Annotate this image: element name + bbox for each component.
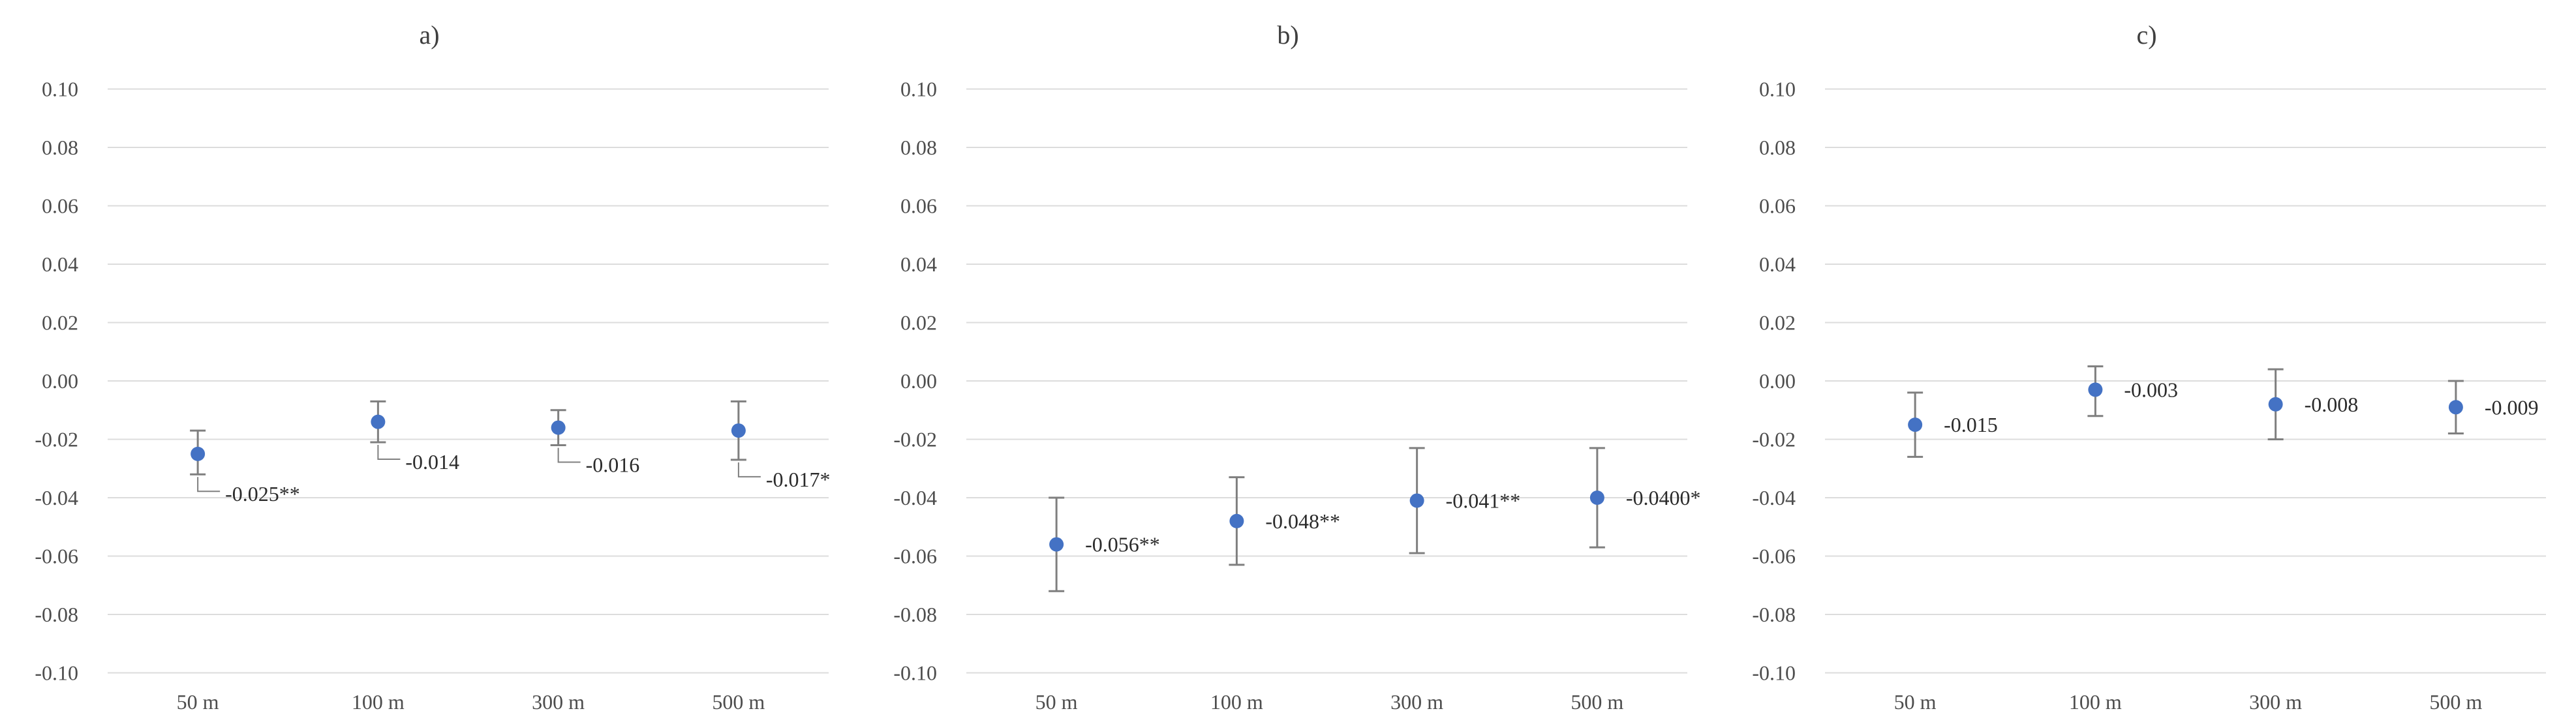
x-category-label: 500 m (712, 690, 765, 714)
y-tick-label: 0.06 (900, 194, 937, 218)
y-tick-label: 0.04 (42, 252, 78, 276)
y-tick-label: 0.08 (900, 136, 937, 159)
x-category-label: 50 m (1894, 690, 1937, 714)
x-category-label: 100 m (2069, 690, 2122, 714)
x-category-label: 100 m (352, 690, 405, 714)
x-category-label: 50 m (1035, 690, 1078, 714)
y-tick-label: -0.08 (35, 603, 78, 626)
y-tick-label: 0.06 (1759, 194, 1796, 218)
label-leader-line (557, 447, 581, 463)
y-tick-label: 0.00 (900, 369, 937, 393)
panel-b-title: b) (1277, 20, 1299, 50)
data-point-label: -0.014 (405, 450, 459, 474)
y-tick-label: 0.00 (1759, 369, 1796, 393)
data-point-label: -0.041** (1446, 489, 1521, 512)
label-leader-line (737, 462, 761, 477)
x-category-label: 100 m (1210, 690, 1263, 714)
data-point-marker (2448, 400, 2463, 415)
y-tick-label: 0.10 (900, 78, 937, 101)
data-point-marker (1229, 513, 1244, 528)
data-point-marker (731, 423, 746, 438)
label-leader-line (197, 477, 221, 492)
data-point-marker (2088, 382, 2103, 397)
data-point-marker (1589, 491, 1604, 505)
y-tick-label: 0.10 (42, 78, 78, 101)
y-tick-label: -0.02 (1752, 428, 1796, 451)
data-point-marker (551, 420, 566, 435)
data-point-label: -0.016 (586, 453, 640, 476)
y-tick-label: -0.06 (893, 545, 937, 568)
data-point-label: -0.056** (1085, 533, 1160, 556)
data-point-label: -0.025** (225, 482, 300, 506)
panel-a-title: a) (419, 20, 440, 50)
y-tick-label: -0.06 (1752, 545, 1796, 568)
label-leader-line (377, 444, 401, 460)
data-point-label: -0.0400* (1626, 486, 1701, 509)
panel-c-title: c) (2136, 20, 2157, 50)
data-point-marker (1049, 537, 1064, 552)
y-tick-label: -0.02 (893, 428, 937, 451)
y-tick-label: 0.10 (1759, 78, 1796, 101)
y-tick-label: -0.10 (1752, 661, 1796, 685)
y-tick-label: -0.04 (35, 486, 78, 509)
data-point-marker (371, 414, 386, 429)
data-point-label: -0.003 (2124, 378, 2178, 401)
panel-c: c) 0.10 0.08 0.06 0.04 0.02 0.00 -0.02 -0.04 -0.… (1717, 0, 2576, 726)
x-category-label: 500 m (1571, 690, 1623, 714)
data-point-label: -0.048** (1265, 509, 1340, 533)
y-tick-label: 0.04 (900, 252, 937, 276)
y-tick-label: -0.08 (1752, 603, 1796, 626)
panel-b-plot: 0.10 0.08 0.06 0.04 0.02 0.00 -0.02 -0.04 -0.06 -… (893, 78, 1701, 714)
y-tick-label: -0.10 (35, 661, 78, 685)
y-tick-label: 0.02 (42, 311, 78, 335)
panel-b: b) 0.10 0.08 0.06 0.04 0.02 0.00 -0.02 -0.04 -0.… (859, 0, 1717, 726)
y-tick-label: 0.02 (1759, 311, 1796, 335)
data-point-marker (1409, 493, 1424, 508)
data-point-marker (2268, 397, 2283, 412)
y-tick-label: 0.00 (42, 369, 78, 393)
y-tick-label: -0.04 (1752, 486, 1796, 509)
y-tick-label: 0.08 (42, 136, 78, 159)
y-tick-label: -0.02 (35, 428, 78, 451)
panel-c-plot: 0.10 0.08 0.06 0.04 0.02 0.00 -0.02 -0.04 -0.06 -… (1752, 78, 2546, 714)
x-category-label: 300 m (532, 690, 585, 714)
y-tick-label: 0.08 (1759, 136, 1796, 159)
x-category-label: 50 m (177, 690, 219, 714)
data-point-label: -0.009 (2485, 395, 2539, 419)
data-point-label: -0.015 (1944, 413, 1998, 436)
panel-a: a) 0.10 0.08 0.06 0.04 0.02 0.00 -0.02 -0.04 -0.… (0, 0, 859, 726)
y-tick-label: 0.04 (1759, 252, 1796, 276)
x-category-label: 500 m (2429, 690, 2482, 714)
y-tick-label: -0.06 (35, 545, 78, 568)
y-tick-label: 0.06 (42, 194, 78, 218)
x-category-label: 300 m (1390, 690, 1443, 714)
panel-a-plot: 0.10 0.08 0.06 0.04 0.02 0.00 -0.02 -0.04 -0.06 -… (35, 78, 831, 714)
data-point-label: -0.017* (766, 468, 831, 491)
data-point-marker (191, 446, 206, 461)
y-tick-label: -0.08 (893, 603, 937, 626)
y-tick-label: -0.10 (893, 661, 937, 685)
y-tick-label: 0.02 (900, 311, 937, 335)
data-point-marker (1908, 417, 1923, 432)
y-tick-label: -0.04 (893, 486, 937, 509)
x-category-label: 300 m (2249, 690, 2302, 714)
data-point-label: -0.008 (2305, 393, 2359, 416)
